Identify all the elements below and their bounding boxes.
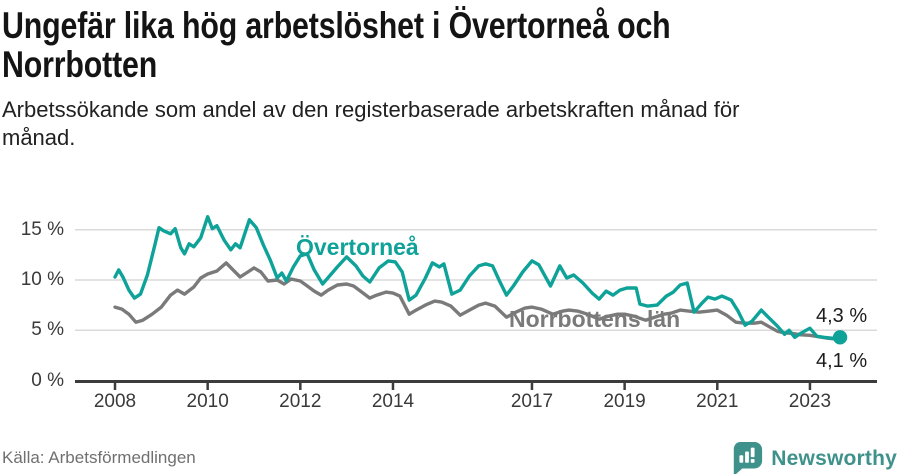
subtitle-line-2: månad. (2, 125, 76, 150)
y-tick-label: 0 % (31, 369, 64, 391)
title-line-2: Norrbotten (2, 44, 158, 85)
x-tick-label: 2017 (510, 391, 554, 412)
end-value-norrbotten: 4,1 % (816, 350, 868, 372)
x-tick-label: 2014 (371, 391, 415, 412)
title-line-1: Ungefär lika hög arbetslöshet i Övertorn… (2, 5, 671, 46)
newsworthy-wordmark: Newsworthy (771, 447, 897, 470)
chart-header: Ungefär lika hög arbetslöshet i Övertorn… (2, 6, 898, 152)
end-value-overtornea: 4,3 % (816, 305, 868, 327)
page-title: Ungefär lika hög arbetslöshet i Övertorn… (2, 6, 737, 84)
series-label-norrbotten: Norrbottens län (509, 306, 681, 332)
source-note: Källa: Arbetsförmedlingen (2, 448, 196, 467)
x-tick-label: 2019 (603, 391, 646, 412)
x-tick-label: 2008 (93, 391, 137, 412)
y-tick-label: 10 % (20, 269, 64, 290)
x-tick-label: 2010 (186, 391, 229, 412)
subtitle-line-1: Arbetssökande som andel av den registerb… (2, 97, 740, 122)
chart-subtitle: Arbetssökande som andel av den registerb… (2, 96, 898, 152)
series-label-overtornea: Övertorneå (296, 234, 419, 260)
x-tick-label: 2023 (788, 391, 832, 412)
y-tick-label: 15 % (20, 218, 64, 240)
y-tick-label: 5 % (31, 319, 64, 341)
x-tick-label: 2021 (696, 391, 739, 412)
x-tick-label: 2012 (279, 391, 322, 412)
newsworthy-logo: Newsworthy (730, 440, 897, 474)
newsworthy-badge-icon (734, 442, 763, 474)
